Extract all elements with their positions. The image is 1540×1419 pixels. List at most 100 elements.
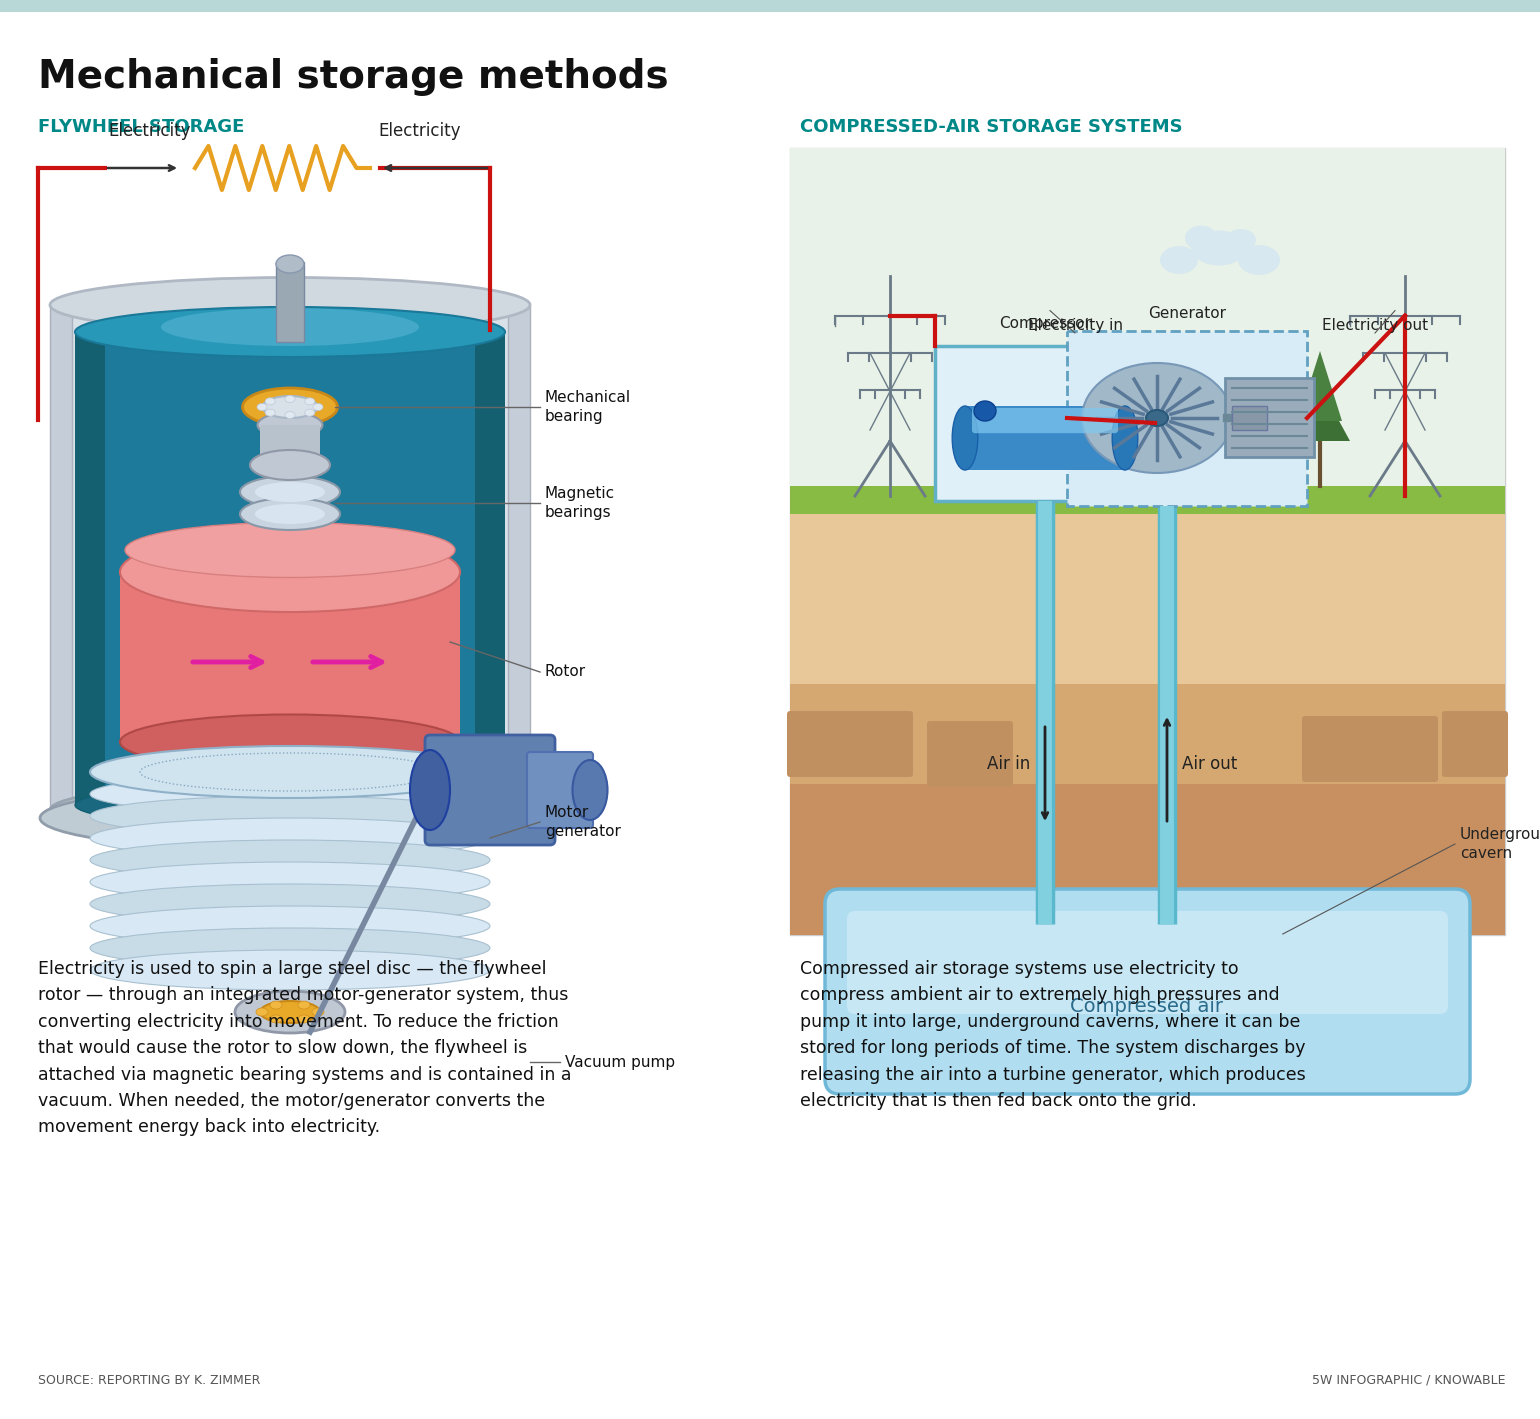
Ellipse shape [270,1015,282,1023]
Text: Mechanical
bearing: Mechanical bearing [545,390,631,424]
FancyBboxPatch shape [72,305,508,810]
Ellipse shape [1112,406,1138,470]
FancyBboxPatch shape [1224,377,1314,457]
Ellipse shape [75,307,505,358]
FancyBboxPatch shape [0,0,1540,11]
FancyBboxPatch shape [790,485,1505,514]
Ellipse shape [1184,226,1217,251]
Ellipse shape [89,840,490,880]
Ellipse shape [1160,245,1198,274]
Ellipse shape [75,782,505,827]
Ellipse shape [276,255,303,272]
FancyBboxPatch shape [474,332,505,805]
FancyBboxPatch shape [75,332,105,805]
FancyBboxPatch shape [1301,717,1438,782]
Ellipse shape [89,773,490,815]
FancyBboxPatch shape [790,514,1505,684]
FancyBboxPatch shape [1441,711,1508,778]
FancyBboxPatch shape [120,572,460,742]
Ellipse shape [256,504,325,524]
FancyBboxPatch shape [1232,406,1267,430]
Ellipse shape [89,949,490,990]
Ellipse shape [89,905,490,946]
Text: SOURCE: REPORTING BY K. ZIMMER: SOURCE: REPORTING BY K. ZIMMER [38,1374,260,1386]
Ellipse shape [249,450,330,480]
Ellipse shape [162,308,419,346]
Ellipse shape [89,928,490,968]
Polygon shape [1298,350,1341,421]
Text: Electricity out: Electricity out [1321,318,1428,333]
Polygon shape [950,380,1010,436]
FancyBboxPatch shape [790,148,1505,935]
Ellipse shape [1146,410,1167,426]
Ellipse shape [285,396,296,403]
FancyBboxPatch shape [972,409,1118,433]
Ellipse shape [120,715,460,769]
Text: 5W INFOGRAPHIC / KNOWABLE: 5W INFOGRAPHIC / KNOWABLE [1312,1374,1505,1386]
Polygon shape [1291,386,1351,441]
Ellipse shape [952,406,978,470]
Ellipse shape [242,387,337,426]
Ellipse shape [973,402,996,421]
FancyBboxPatch shape [260,426,320,465]
Text: Motor
generator: Motor generator [545,805,621,839]
Ellipse shape [49,278,530,332]
Text: Mechanical storage methods: Mechanical storage methods [38,58,668,96]
Text: Compressed air storage systems use electricity to
compress ambient air to extrem: Compressed air storage systems use elect… [799,961,1306,1110]
Ellipse shape [1192,230,1246,265]
Text: Air in: Air in [987,755,1030,773]
Ellipse shape [313,403,323,410]
Text: Electricity is used to spin a large steel disc — the flywheel
rotor — through an: Electricity is used to spin a large stee… [38,961,571,1137]
Ellipse shape [257,413,322,437]
FancyBboxPatch shape [75,332,505,805]
Ellipse shape [270,1000,282,1009]
Ellipse shape [299,1015,310,1023]
Ellipse shape [262,396,317,419]
Text: Rotor: Rotor [545,664,587,680]
Ellipse shape [313,1007,323,1016]
Ellipse shape [573,761,607,820]
Ellipse shape [256,1007,268,1016]
Text: Generator: Generator [1147,307,1226,321]
Ellipse shape [40,786,541,850]
FancyBboxPatch shape [790,148,1505,485]
Ellipse shape [89,817,490,858]
Ellipse shape [89,746,490,797]
FancyBboxPatch shape [508,305,530,810]
FancyBboxPatch shape [847,911,1448,1015]
Text: Underground
cavern: Underground cavern [1460,827,1540,861]
Ellipse shape [260,1000,320,1023]
Ellipse shape [256,482,325,502]
Ellipse shape [265,409,276,416]
Ellipse shape [236,990,345,1033]
Text: Vacuum pump: Vacuum pump [565,1054,675,1070]
Ellipse shape [265,397,276,404]
FancyBboxPatch shape [49,305,72,810]
Text: Electricity in: Electricity in [1027,318,1123,333]
FancyBboxPatch shape [527,752,593,829]
Ellipse shape [305,409,314,416]
FancyBboxPatch shape [787,711,913,778]
FancyBboxPatch shape [927,721,1013,788]
Text: COMPRESSED-AIR STORAGE SYSTEMS: COMPRESSED-AIR STORAGE SYSTEMS [799,118,1183,136]
Text: FLYWHEEL STORAGE: FLYWHEEL STORAGE [38,118,245,136]
FancyBboxPatch shape [790,684,1505,785]
Ellipse shape [89,861,490,902]
Ellipse shape [1226,228,1257,251]
Text: Electricity: Electricity [109,122,191,140]
FancyBboxPatch shape [1067,331,1307,507]
Ellipse shape [305,397,314,404]
Ellipse shape [240,475,340,508]
Ellipse shape [120,532,460,612]
FancyBboxPatch shape [790,785,1505,935]
Ellipse shape [299,1000,310,1009]
Text: Compressed air: Compressed air [1070,996,1223,1016]
FancyBboxPatch shape [935,346,1155,501]
Text: Electricity: Electricity [379,122,462,140]
Ellipse shape [285,412,296,419]
Polygon shape [958,346,1003,416]
Ellipse shape [49,782,530,837]
FancyBboxPatch shape [825,888,1471,1094]
Text: Compressor: Compressor [999,316,1090,331]
FancyBboxPatch shape [276,263,303,342]
